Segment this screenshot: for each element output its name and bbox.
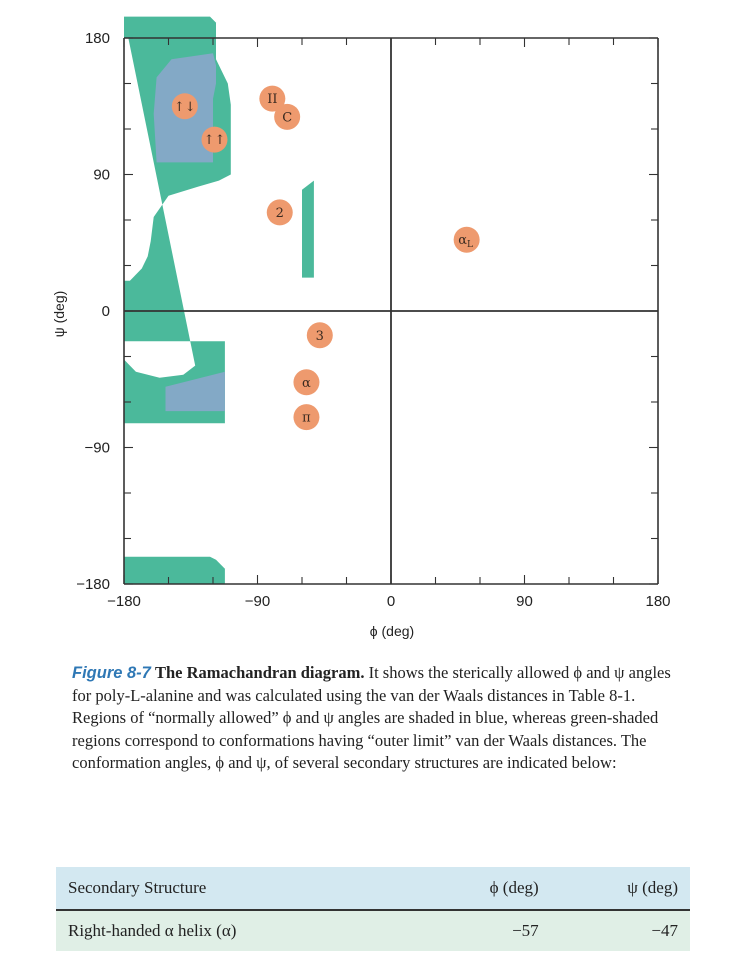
marker-circle — [274, 103, 301, 130]
region-normally-allowed-3 — [165, 371, 225, 412]
marker-circle — [201, 126, 228, 153]
table-cell-phi: −57 — [414, 910, 551, 951]
figure-label: Figure 8-7 — [72, 664, 151, 682]
marker-label: αL — [458, 233, 473, 250]
figure-caption: Figure 8-7 The Ramachandran diagram. It … — [72, 662, 684, 775]
y-tick-label: −90 — [85, 440, 110, 457]
x-tick-label: 90 — [516, 593, 533, 610]
marker: 3 — [306, 322, 333, 349]
secondary-structure-table: Secondary Structure ϕ (deg) ψ (deg) Righ… — [56, 867, 690, 951]
y-tick-label: 0 — [102, 303, 110, 320]
x-tick-label: 180 — [645, 593, 670, 610]
figure-title: The Ramachandran diagram. — [154, 663, 365, 682]
marker: ↑↑ — [201, 126, 228, 153]
y-tick-label: 90 — [93, 167, 110, 184]
marker-circle — [266, 199, 293, 226]
x-tick-label: 0 — [387, 593, 395, 610]
marker: II — [259, 85, 286, 112]
marker-circle — [306, 322, 333, 349]
marker-label: π — [302, 411, 311, 426]
ramachandran-plot: −180 −90 0 90 180 −180 −90 0 90 180 ↑↓ II C ↑↑ 2 αL 3 α π… — [51, 16, 671, 639]
marker: C — [274, 103, 301, 130]
marker-circle — [171, 93, 198, 120]
table-row: Right-handed α helix (α) −57 −47 — [56, 910, 690, 951]
marker-label: 3 — [316, 329, 324, 344]
marker-label: ↑↓ — [174, 100, 196, 115]
region-outer-limit-4 — [124, 556, 225, 584]
axes-layer: −180 −90 0 90 180 −180 −90 0 90 180 — [76, 30, 670, 610]
markers-layer: ↑↓ II C ↑↑ 2 αL 3 α π — [171, 85, 480, 431]
x-tick-label: −180 — [107, 593, 141, 610]
table-cell-structure: Right-handed α helix (α) — [56, 910, 415, 951]
marker-label: C — [282, 110, 292, 125]
marker: ↑↓ — [171, 93, 198, 120]
y-axis-title: ψ (deg) — [51, 291, 67, 338]
x-axis-title: ϕ (deg) — [370, 623, 414, 639]
marker-label: ↑↑ — [204, 133, 226, 148]
x-tick-label: −90 — [245, 593, 270, 610]
marker-circle — [453, 226, 480, 253]
marker-label: α — [302, 376, 311, 391]
figure-caption-text: It shows the sterically allowed ϕ and ψ … — [72, 663, 671, 772]
table-header-phi: ϕ (deg) — [414, 867, 551, 911]
marker-label: II — [267, 92, 277, 107]
marker: αL — [453, 226, 480, 253]
marker: 2 — [266, 199, 293, 226]
marker: α — [293, 369, 320, 396]
table-header-row: Secondary Structure ϕ (deg) ψ (deg) — [56, 867, 690, 911]
y-tick-label: −180 — [76, 576, 110, 593]
y-tick-label: 180 — [85, 30, 110, 47]
table-header-structure: Secondary Structure — [56, 867, 415, 911]
marker-circle — [259, 85, 286, 112]
marker: π — [293, 404, 320, 431]
marker-circle — [293, 404, 320, 431]
marker-label: 2 — [276, 206, 284, 221]
regions-layer — [124, 16, 314, 584]
marker-circle — [293, 369, 320, 396]
table-cell-psi: −47 — [550, 910, 690, 951]
region-outer-limit-5 — [302, 180, 314, 278]
region-outer-limit-top-1 — [124, 16, 216, 38]
table-header-psi: ψ (deg) — [550, 867, 690, 911]
